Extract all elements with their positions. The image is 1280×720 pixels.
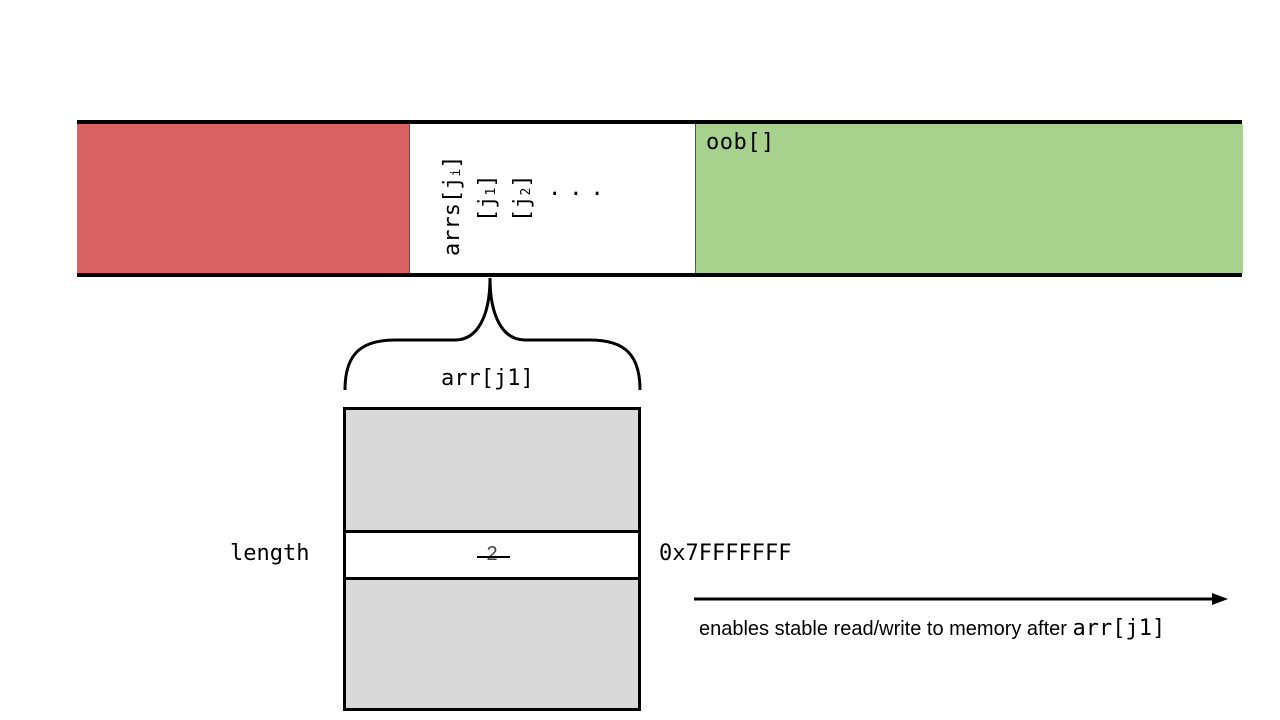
curly-brace <box>343 277 642 391</box>
strip-bottom-border <box>77 273 1242 277</box>
arrow-note: enables stable read/write to memory afte… <box>699 616 1165 641</box>
ellipsis: ... <box>548 176 612 201</box>
strip-top-border <box>77 120 1242 124</box>
arr-j1-box: 2 <box>343 407 641 711</box>
memory-strip <box>77 120 1243 277</box>
length-label: length <box>230 541 310 566</box>
length-field: 2 <box>346 530 638 580</box>
oob-label: oob[] <box>706 130 775 155</box>
note-code: arr[j1] <box>1072 616 1166 641</box>
arrow-head <box>1212 593 1228 605</box>
arrs-segment <box>409 124 696 273</box>
arr-j1-label: arr[j1] <box>441 366 534 391</box>
memory-segment-before <box>77 124 409 273</box>
old-length-value: 2 <box>486 543 498 565</box>
new-length-value: 0x7FFFFFFF <box>659 541 792 566</box>
oob-segment <box>695 124 1243 273</box>
note-text: enables stable read/write to memory afte… <box>699 618 1073 640</box>
strikethrough-line <box>477 556 510 558</box>
